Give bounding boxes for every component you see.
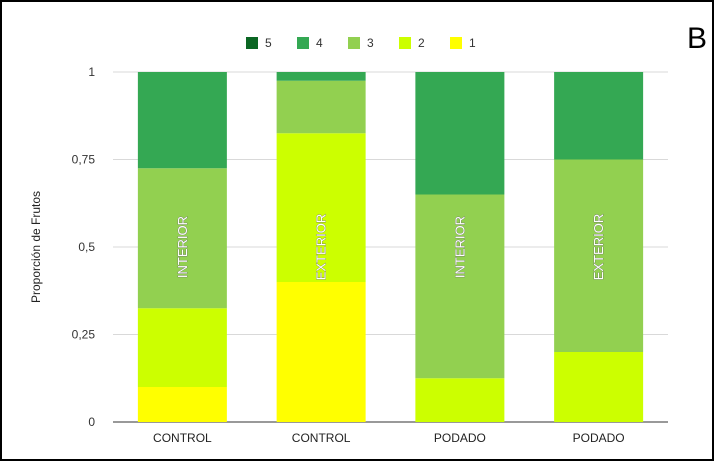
- x-tick-label: CONTROL: [292, 431, 351, 445]
- legend-swatch: [246, 37, 258, 49]
- legend-label: 3: [367, 36, 374, 50]
- y-axis-label: Proporción de Frutos: [29, 191, 43, 303]
- bar-segment: [137, 168, 227, 309]
- bar-segment: [415, 378, 505, 422]
- bar-segment: [276, 282, 366, 422]
- bar-segment: [276, 133, 366, 282]
- legend-swatch: [399, 37, 411, 49]
- y-tick-label: 0,5: [78, 240, 95, 254]
- y-tick-label: 1: [88, 65, 95, 79]
- bar-segment: [554, 159, 644, 352]
- panel-letter: B: [687, 22, 707, 55]
- x-tick-label: PODADO: [434, 431, 486, 445]
- bar-segment: [276, 80, 366, 134]
- legend-swatch: [297, 37, 309, 49]
- bar-segment: [137, 387, 227, 422]
- bar-segment: [137, 308, 227, 387]
- legend-label: 1: [469, 36, 476, 50]
- y-tick-label: 0,75: [72, 153, 96, 167]
- x-tick-labels: CONTROL CONTROL PODADO PODADO: [153, 431, 625, 445]
- bar-label: INTERIOR: [452, 216, 467, 278]
- bar-segment: [554, 72, 644, 160]
- y-tick-labels: 0 0,25 0,5 0,75 1: [72, 65, 96, 429]
- legend-label: 2: [418, 36, 425, 50]
- legend-swatch: [450, 37, 462, 49]
- y-tick-label: 0: [88, 415, 95, 429]
- legend-label: 4: [316, 36, 323, 50]
- bar-segment: [415, 194, 505, 379]
- legend-label: 5: [265, 36, 272, 50]
- x-tick-label: PODADO: [573, 431, 625, 445]
- bar-label: INTERIOR: [175, 216, 190, 278]
- bar-segment: [415, 72, 505, 195]
- bar-label: EXTERIOR: [314, 214, 329, 280]
- bar-segment: [276, 72, 366, 81]
- bars: INTERIOR EXTERIOR INTERIOR EXTERIOR: [137, 72, 644, 422]
- bar-segment: [554, 352, 644, 422]
- bar-label: EXTERIOR: [591, 214, 606, 280]
- y-tick-label: 0,25: [72, 328, 96, 342]
- legend-swatch: [348, 37, 360, 49]
- x-tick-label: CONTROL: [153, 431, 212, 445]
- bar-segment: [137, 72, 227, 169]
- legend: 5 4 3 2 1: [246, 36, 476, 50]
